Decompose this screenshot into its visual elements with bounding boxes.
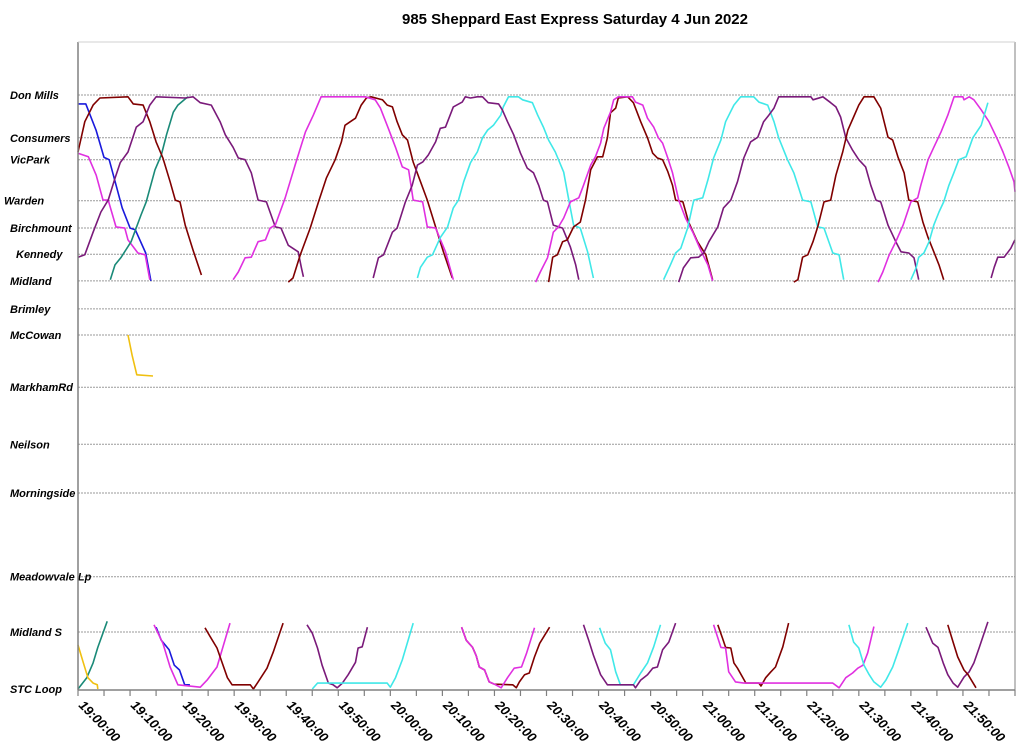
vehicle-trace-magenta [712, 624, 875, 689]
vehicle-trace-blue [155, 626, 190, 686]
x-tick-label: 19:50:00 [336, 698, 384, 746]
vehicle-trace-cyan [598, 624, 662, 686]
x-tick-label: 21:40:00 [908, 697, 957, 746]
x-tick-label: 20:00:00 [388, 697, 437, 746]
vehicle-trace-magenta [534, 96, 714, 283]
chart-title: 985 Sheppard East Express Saturday 4 Jun… [402, 11, 748, 28]
stop-label: Morningside [10, 488, 75, 500]
vehicle-trace-darkred [717, 622, 790, 687]
vehicle-trace-darkred [947, 624, 977, 689]
vehicle-trace-purple [925, 621, 989, 688]
stop-label: McCowan [10, 330, 62, 342]
vehicle-trace-teal [77, 621, 108, 690]
stop-label: Don Mills [10, 90, 59, 102]
stop-label: VicPark [10, 155, 51, 167]
vehicle-trace-cyan [662, 96, 845, 281]
vehicle-trace-darkred [77, 96, 203, 276]
x-tick-label: 19:10:00 [128, 698, 176, 746]
vehicle-trace-magenta [232, 96, 455, 281]
x-tick-label: 19:20:00 [180, 698, 228, 746]
x-tick-label: 20:30:00 [544, 697, 593, 746]
vehicle-trace-darkred [460, 626, 551, 689]
x-tick-label: 20:40:00 [596, 697, 645, 746]
vehicle-traces [77, 96, 1016, 690]
vehicle-trace-magenta [877, 96, 1016, 283]
vehicle-trace-purple [372, 96, 580, 280]
x-tick-label: 20:20:00 [492, 697, 541, 746]
x-tick-label: 21:10:00 [752, 697, 801, 746]
stop-label: Brimley [10, 304, 51, 316]
stop-label: Consumers [10, 133, 71, 145]
vehicle-trace-purple [677, 96, 920, 283]
vehicle-trace-purple [306, 624, 369, 689]
vehicle-trace-darkred [204, 622, 284, 690]
vehicle-trace-purple [77, 96, 305, 277]
vehicle-trace-purple [582, 622, 677, 689]
stop-gridlines [78, 94, 1015, 633]
vehicle-trace-cyan [311, 622, 414, 690]
stop-label: Midland [10, 276, 52, 288]
x-tick-label: 20:50:00 [648, 697, 697, 746]
x-tick-label: 19:40:00 [284, 698, 332, 746]
time-ticks: 19:00:00 19:10:00 19:20:00 19:30:00 19:40:00… [76, 690, 1016, 746]
stop-label: MarkhamRd [10, 382, 73, 394]
stop-label: Kennedy [16, 249, 63, 261]
x-tick-label: 20:10:00 [440, 697, 489, 746]
vehicle-trace-cyan [910, 102, 989, 281]
x-tick-label: 21:00:00 [700, 697, 749, 746]
stop-label: Warden [4, 196, 44, 208]
vehicle-trace-gold [77, 644, 99, 690]
stop-label: Neilson [10, 439, 50, 451]
stop-label: STC Loop [10, 684, 62, 696]
vehicle-trace-cyan [848, 622, 909, 688]
x-tick-label: 19:00:00 [76, 698, 124, 746]
stop-label: Meadowvale Lp [10, 572, 92, 584]
x-tick-label: 21:20:00 [804, 697, 853, 746]
x-tick-label: 19:30:00 [232, 698, 280, 746]
vehicle-trace-gold [127, 334, 154, 377]
stop-label: Birchmount [10, 223, 73, 235]
vehicle-trace-magenta [153, 622, 231, 688]
x-tick-label: 21:50:00 [960, 697, 1009, 746]
vehicle-trace-blue [78, 103, 152, 282]
vehicle-trace-teal [109, 96, 189, 280]
stop-labels: Don Mills Consumers VicPark Warden Birchmoun… [4, 90, 92, 696]
vehicle-trace-magenta [460, 626, 536, 689]
vehicle-trace-magenta [77, 152, 151, 280]
x-tick-label: 21:30:00 [856, 697, 905, 746]
axes [77, 41, 1016, 691]
stop-label: Midland S [10, 627, 63, 639]
vehicle-trace-darkred [793, 96, 945, 283]
vehicle-trace-purple [990, 239, 1016, 279]
